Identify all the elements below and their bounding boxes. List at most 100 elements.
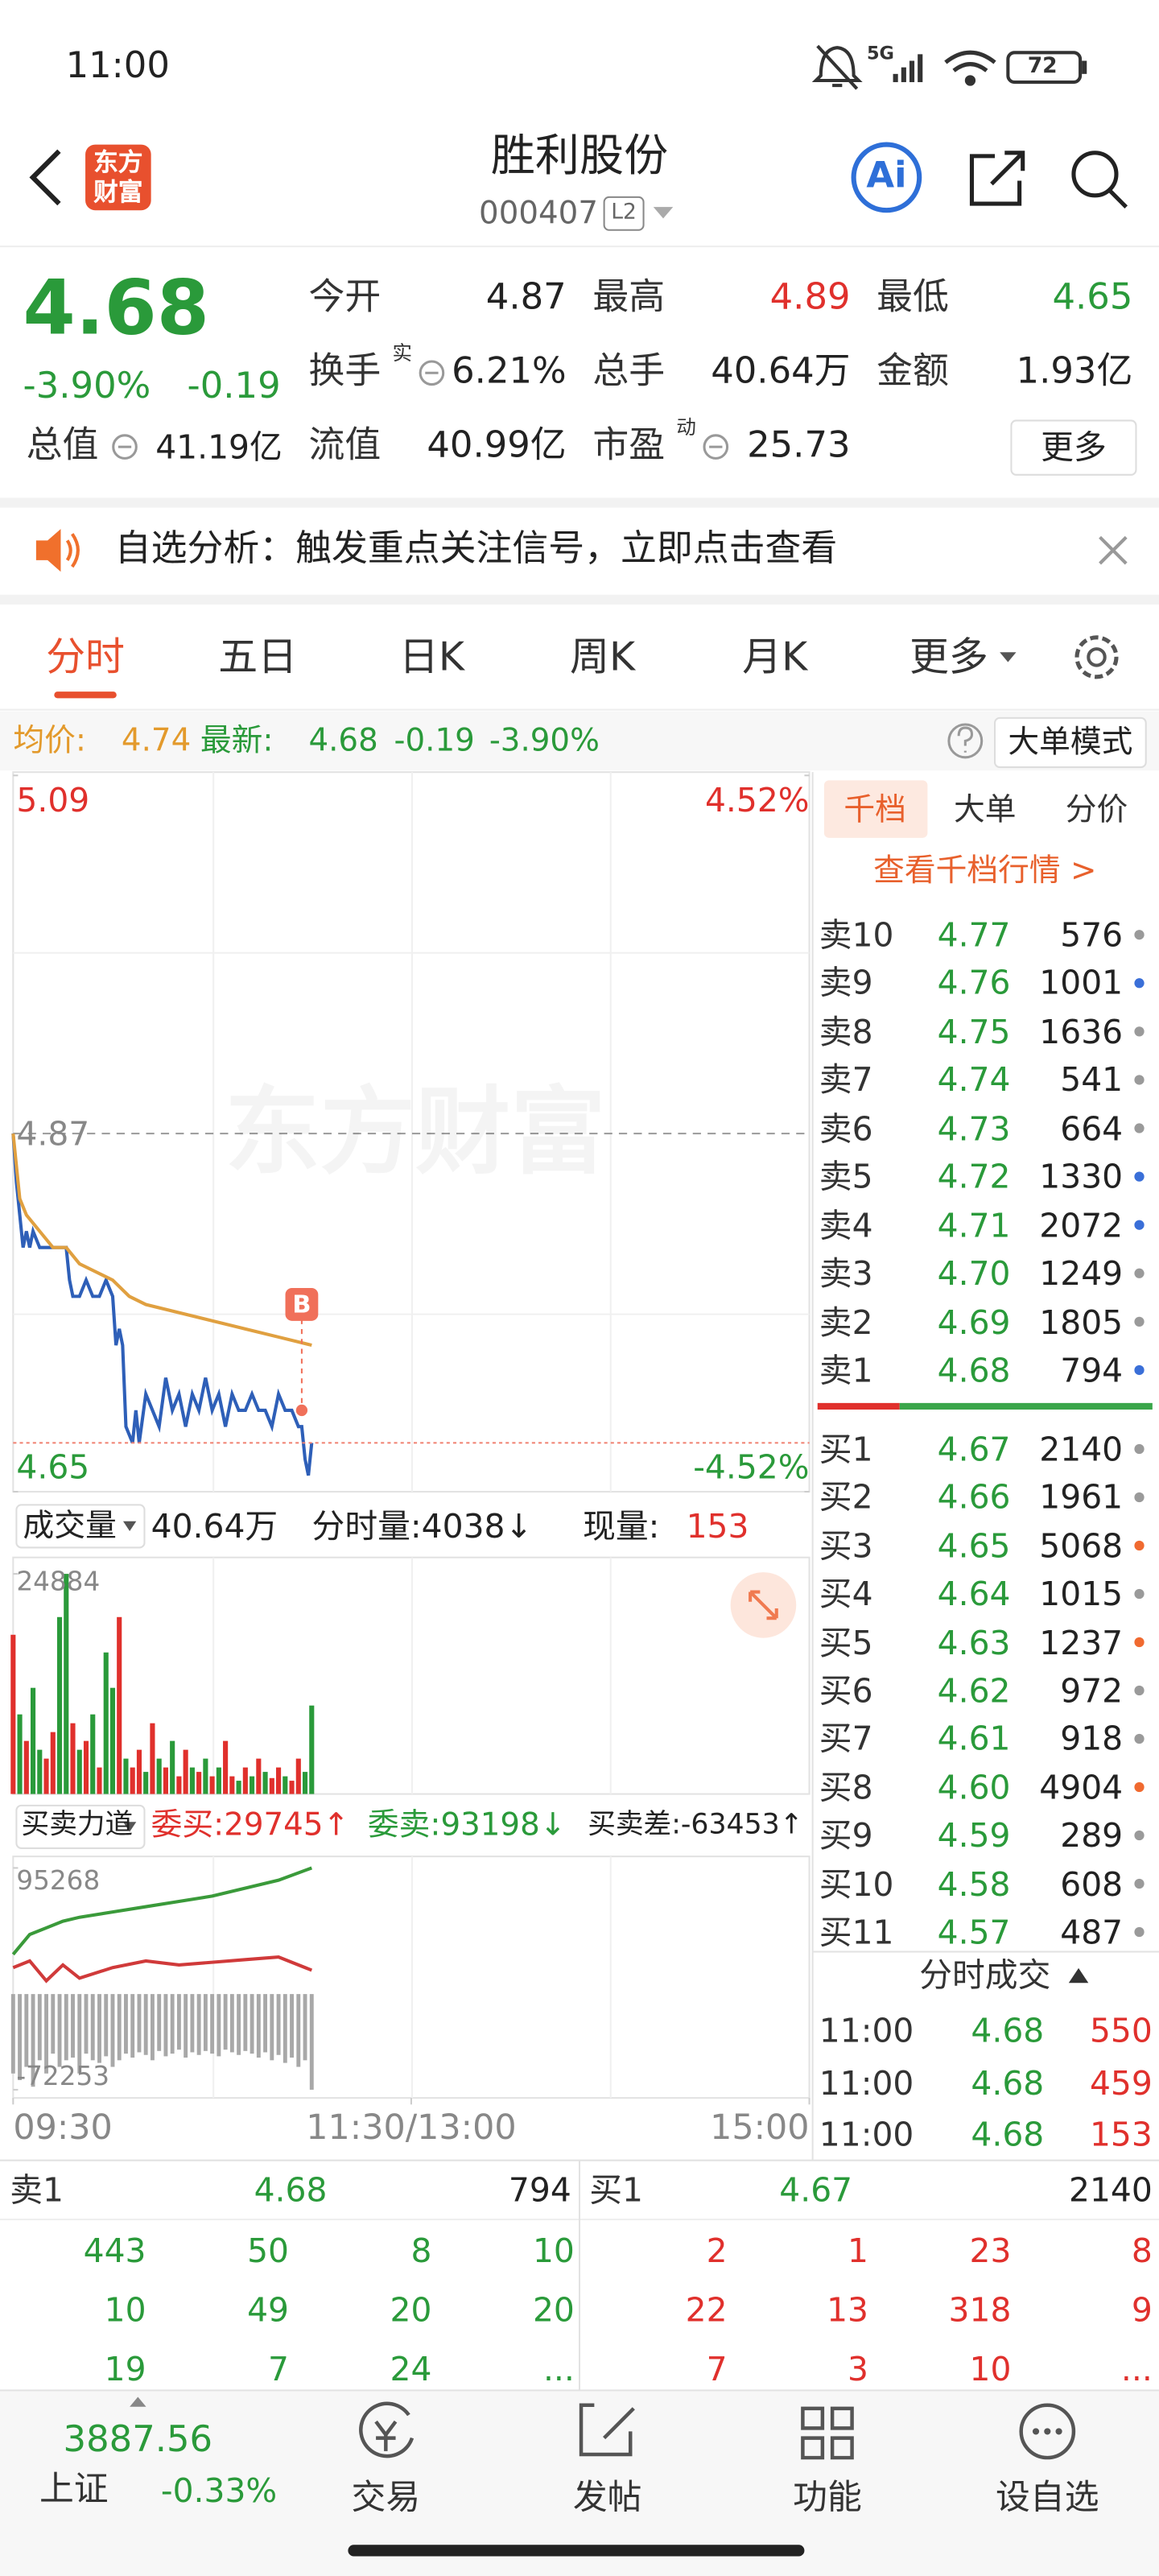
book-volume: 1249 bbox=[1039, 1253, 1124, 1294]
book-price: 4.59 bbox=[937, 1815, 1011, 1856]
bar bbox=[242, 1767, 248, 1794]
period-tab[interactable]: 分时 bbox=[46, 633, 126, 680]
bar bbox=[190, 1994, 195, 2053]
watchlist-icon[interactable] bbox=[1019, 2403, 1076, 2460]
ask-label: 卖9 bbox=[819, 963, 873, 1003]
bid-label: 买7 bbox=[819, 1719, 873, 1759]
period-tab[interactable]: 更多 bbox=[909, 633, 988, 680]
period-tab[interactable]: 日K bbox=[398, 633, 464, 680]
ai-button[interactable] bbox=[851, 142, 922, 213]
index-value[interactable]: 3887.56 bbox=[63, 2419, 213, 2461]
book-volume: 664 bbox=[1060, 1108, 1124, 1149]
field-superscript: 动 bbox=[676, 415, 696, 439]
book-tab[interactable]: 分价 bbox=[1065, 791, 1128, 828]
book-volume: 1330 bbox=[1039, 1157, 1124, 1197]
share-button[interactable] bbox=[969, 151, 1025, 206]
bar bbox=[130, 1994, 135, 2058]
bar bbox=[270, 1994, 274, 2061]
field-value: 41.19亿 bbox=[155, 427, 283, 467]
order-dot bbox=[1134, 1781, 1145, 1793]
period-tab[interactable]: 五日 bbox=[218, 633, 298, 680]
ask-label: 卖4 bbox=[819, 1205, 873, 1245]
search-button[interactable] bbox=[1071, 151, 1119, 198]
volume-selector[interactable] bbox=[15, 1504, 146, 1549]
period-tab[interactable]: 月K bbox=[742, 633, 808, 680]
volume-selector-label[interactable]: 成交量 bbox=[23, 1507, 117, 1544]
post-icon[interactable] bbox=[579, 2403, 635, 2457]
bar bbox=[229, 1776, 235, 1794]
speaker-waves bbox=[65, 533, 80, 568]
bid-label: 买3 bbox=[819, 1525, 873, 1566]
signal-icon bbox=[893, 54, 923, 83]
index-change[interactable]: -0.33% bbox=[160, 2471, 278, 2511]
bar bbox=[37, 1994, 42, 2061]
last-value: 4.68 bbox=[308, 722, 378, 759]
expand-glyph bbox=[749, 1590, 778, 1620]
period-tab[interactable]: 周K bbox=[570, 633, 636, 680]
ask-queue-volume: 20 bbox=[532, 2289, 575, 2330]
selector-arrow bbox=[122, 1521, 137, 1532]
bar bbox=[97, 1994, 101, 2063]
bar bbox=[203, 1994, 208, 2051]
ai-label[interactable]: Ai bbox=[866, 155, 907, 197]
battery-level: 72 bbox=[1027, 54, 1058, 80]
bar bbox=[170, 1740, 175, 1794]
series-line bbox=[12, 1955, 313, 1984]
index-name[interactable]: 上证 bbox=[39, 2470, 109, 2510]
depth-link[interactable]: 查看千档行情 > bbox=[873, 852, 1097, 889]
help-button[interactable] bbox=[947, 723, 984, 759]
bar bbox=[117, 1616, 122, 1794]
nav-item[interactable]: 设自选 bbox=[996, 2478, 1099, 2518]
percent-tick-label: -4.52% bbox=[693, 1447, 810, 1487]
more-button[interactable] bbox=[1010, 419, 1137, 476]
bid-queue-volume: 318 bbox=[948, 2289, 1012, 2330]
info-icon[interactable] bbox=[703, 434, 729, 460]
ask-queue-volume: 49 bbox=[247, 2289, 289, 2330]
book-volume: 541 bbox=[1060, 1059, 1124, 1100]
nav-item[interactable]: 发帖 bbox=[572, 2478, 642, 2518]
bar bbox=[50, 1732, 56, 1794]
order-dot bbox=[1134, 1443, 1145, 1455]
marker-point bbox=[295, 1404, 308, 1417]
mode-button-label[interactable]: 大单模式 bbox=[1008, 724, 1133, 761]
bar bbox=[123, 1758, 129, 1794]
x-tick-label: 11:30/13:00 bbox=[306, 2108, 517, 2149]
info-icon[interactable] bbox=[419, 360, 445, 386]
series-line bbox=[11, 1866, 312, 1956]
force-selector-label[interactable]: 买卖力道 bbox=[21, 1808, 134, 1842]
field-label: 今开 bbox=[308, 277, 382, 319]
ask-queue-volume: ... bbox=[542, 2349, 575, 2389]
function-icon[interactable] bbox=[801, 2406, 854, 2460]
signal-bar bbox=[893, 73, 898, 83]
back-button[interactable] bbox=[29, 149, 61, 206]
book-price: 4.72 bbox=[937, 1157, 1011, 1197]
nav-item[interactable]: 功能 bbox=[793, 2478, 862, 2518]
dropdown-arrow[interactable] bbox=[653, 207, 674, 219]
change-percent-value: -3.90% bbox=[489, 722, 600, 759]
bid-label: 买8 bbox=[819, 1767, 873, 1807]
index-toggle[interactable] bbox=[130, 2396, 146, 2407]
force-selector[interactable] bbox=[15, 1804, 146, 1849]
book-volume: 1636 bbox=[1039, 1011, 1124, 1051]
bar bbox=[196, 1772, 202, 1794]
book-volume: 1961 bbox=[1039, 1477, 1124, 1517]
bar bbox=[44, 1994, 48, 2074]
current-volume: 153 bbox=[686, 1506, 749, 1546]
mode-button[interactable] bbox=[994, 716, 1147, 769]
order-dot bbox=[1134, 1830, 1145, 1841]
book-tab[interactable]: 千档 bbox=[843, 791, 906, 828]
close-button[interactable] bbox=[1099, 535, 1128, 565]
nav-item[interactable]: 交易 bbox=[351, 2478, 421, 2518]
more-button-label[interactable]: 更多 bbox=[1041, 427, 1107, 467]
trades-toggle[interactable] bbox=[1068, 1967, 1089, 1984]
bar bbox=[64, 1574, 69, 1794]
notice-text[interactable]: 自选分析：触发重点关注信号，立即点击查看 bbox=[114, 528, 838, 570]
minute-volume: 分时量:4038↓ bbox=[311, 1506, 533, 1546]
bar bbox=[176, 1994, 181, 2050]
ask-queue-volume: 443 bbox=[83, 2231, 146, 2271]
info-icon[interactable] bbox=[112, 434, 138, 460]
book-tab[interactable]: 大单 bbox=[954, 791, 1017, 828]
settings-button[interactable] bbox=[1074, 635, 1119, 679]
order-dot bbox=[1134, 1492, 1145, 1503]
trade-icon[interactable] bbox=[359, 2401, 415, 2458]
